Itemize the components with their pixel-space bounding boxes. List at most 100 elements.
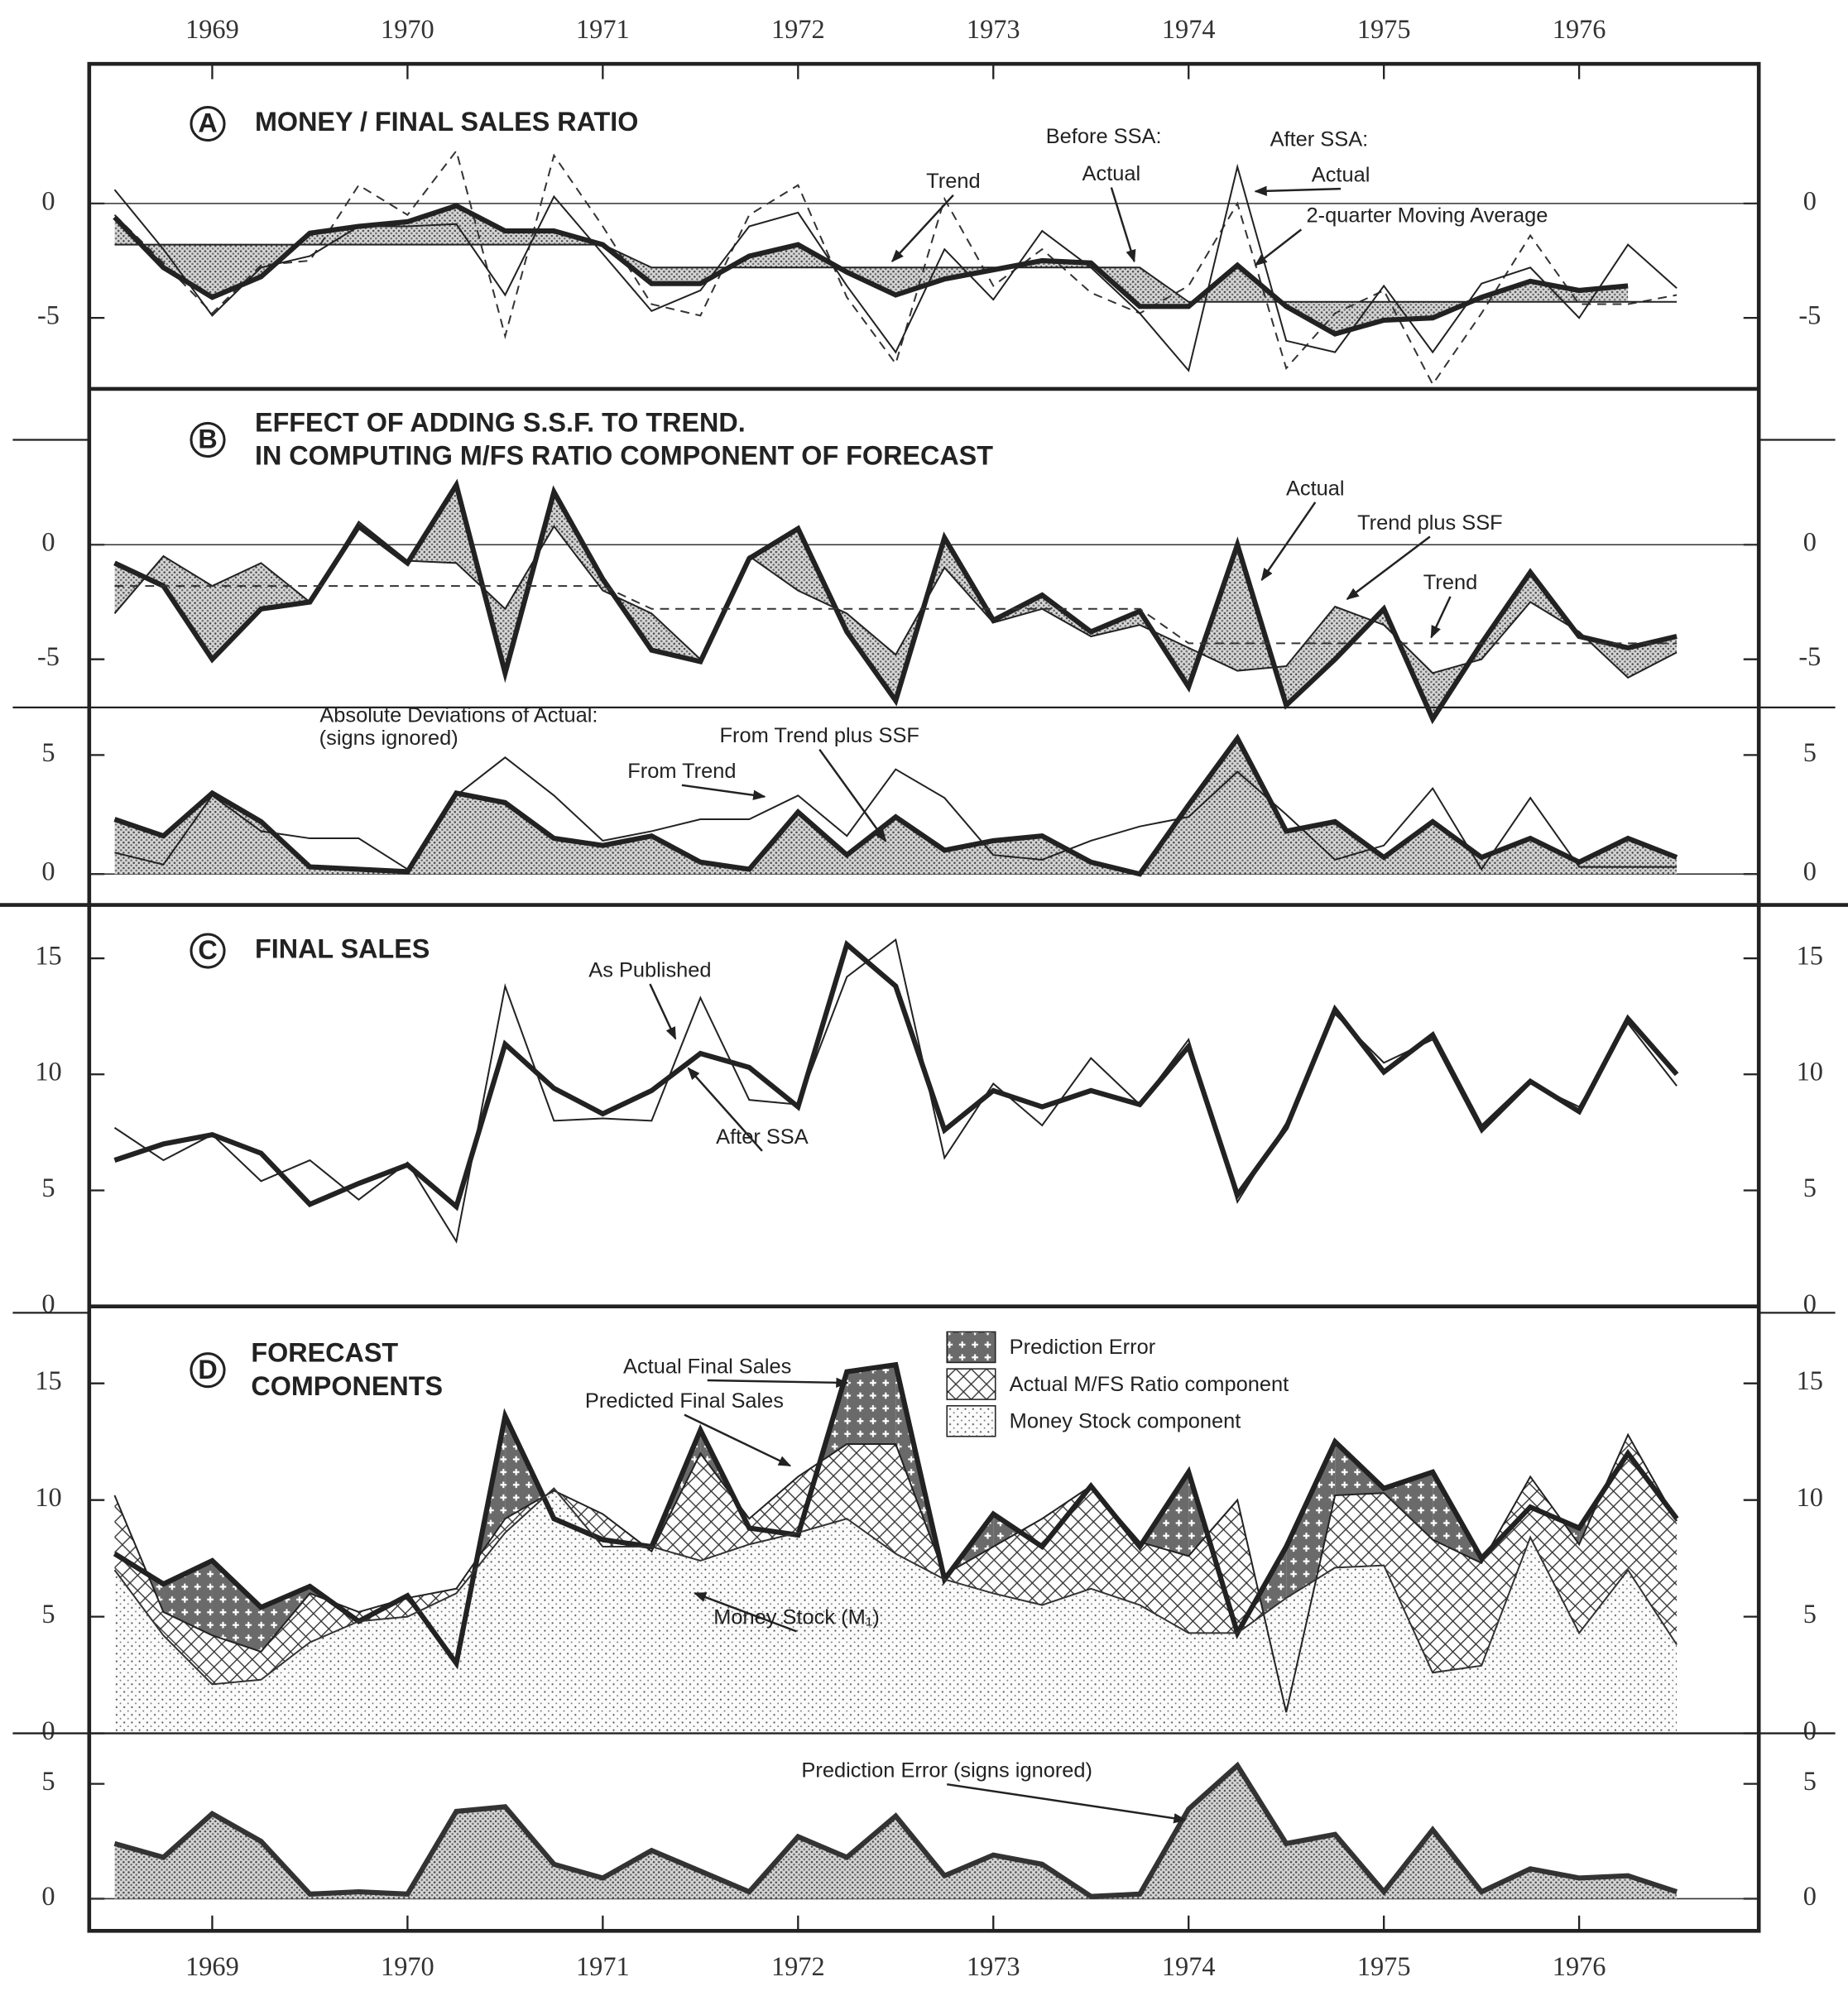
shaded-area bbox=[1091, 861, 1140, 875]
shaded-area bbox=[1481, 1476, 1531, 1666]
panel-subtitle: IN COMPUTING M/FS RATIO COMPONENT OF FOR… bbox=[255, 441, 993, 471]
arrow bbox=[681, 784, 766, 800]
shaded-area bbox=[895, 1553, 945, 1734]
panel-letter: D bbox=[198, 1355, 217, 1384]
y-tick-label: 5 bbox=[41, 737, 55, 767]
y-tick-label: 10 bbox=[35, 1482, 61, 1512]
shaded-area bbox=[602, 1547, 652, 1734]
shaded-area bbox=[114, 1570, 164, 1734]
x-tick-label: 1975 bbox=[1357, 14, 1411, 44]
shaded-area bbox=[554, 1864, 603, 1899]
shaded-area bbox=[1188, 1633, 1238, 1734]
shaded-area bbox=[1042, 836, 1092, 875]
x-tick-label: 1972 bbox=[771, 14, 825, 44]
shaded-area bbox=[1188, 738, 1238, 875]
x-tick-label: 1974 bbox=[1162, 1951, 1216, 1981]
shaded-area bbox=[1579, 1434, 1629, 1634]
shaded-area bbox=[847, 1365, 896, 1445]
y-tick-label-right: 0 bbox=[1803, 856, 1817, 886]
shaded-area bbox=[798, 1444, 847, 1533]
y-tick-label: 5 bbox=[41, 1173, 55, 1202]
shaded-area bbox=[1140, 1542, 1189, 1634]
x-tick-label: 1970 bbox=[381, 14, 434, 44]
y-tick-label-right: 0 bbox=[1803, 185, 1817, 215]
panel-badge bbox=[190, 421, 226, 458]
series-line bbox=[113, 939, 1679, 1212]
shaded-area bbox=[798, 812, 847, 875]
y-tick-label-right: -5 bbox=[1798, 641, 1821, 671]
shaded-area bbox=[1384, 1471, 1433, 1540]
shaded-area bbox=[993, 836, 1043, 875]
panel-title: EFFECT OF ADDING S.S.F. TO TREND. bbox=[255, 408, 746, 438]
y-tick-label-right: 10 bbox=[1797, 1482, 1823, 1512]
shaded-area bbox=[993, 1593, 1043, 1734]
shaded-area bbox=[1628, 1434, 1678, 1645]
x-tick-label: 1971 bbox=[576, 14, 630, 44]
shaded-area bbox=[651, 1547, 701, 1734]
series-label: Actual bbox=[1082, 162, 1141, 185]
arrow bbox=[707, 1377, 849, 1388]
shaded-area bbox=[1286, 1567, 1336, 1734]
shaded-area bbox=[1433, 1665, 1482, 1734]
shaded-area bbox=[1628, 1570, 1678, 1734]
shaded-area bbox=[798, 1519, 847, 1734]
shaded-area bbox=[651, 1453, 701, 1561]
shaded-area bbox=[1579, 1570, 1629, 1734]
shaded-area bbox=[1530, 1476, 1580, 1634]
shaded-area bbox=[1530, 1537, 1580, 1734]
x-tick-label: 1973 bbox=[967, 14, 1020, 44]
shaded-area bbox=[163, 1635, 213, 1734]
series-label: Trend plus SSF bbox=[1357, 511, 1503, 535]
panel-letter: B bbox=[198, 425, 217, 454]
y-tick-label-right: 15 bbox=[1797, 940, 1823, 970]
arrow bbox=[687, 1067, 763, 1152]
x-tick-label: 1976 bbox=[1553, 1951, 1606, 1981]
arrow bbox=[684, 1413, 792, 1467]
arrow bbox=[818, 748, 887, 842]
shaded-area bbox=[1286, 821, 1336, 875]
shaded-area bbox=[749, 528, 799, 591]
shaded-area bbox=[505, 1806, 554, 1899]
shaded-area bbox=[163, 244, 213, 298]
y-tick-label-right: 0 bbox=[1803, 1715, 1817, 1745]
frame bbox=[0, 61, 1848, 1933]
series-line bbox=[113, 1361, 1679, 1670]
arrow bbox=[1254, 228, 1303, 266]
shaded-area bbox=[163, 556, 213, 660]
shaded-area bbox=[310, 1593, 359, 1643]
series-label: As Published bbox=[588, 958, 711, 981]
y-tick-label-right: 5 bbox=[1803, 737, 1817, 767]
shaded-area bbox=[895, 1816, 945, 1899]
panel-subtitle: COMPONENTS bbox=[251, 1371, 443, 1401]
panel: -5 -5 0 0 1969 1970 1971 1972 1973 1974 1975 1976 Ac… bbox=[37, 14, 1821, 386]
shaded-area bbox=[358, 1616, 408, 1734]
y-tick-label-right: 5 bbox=[1803, 1766, 1817, 1796]
legend-label: Prediction Error bbox=[1010, 1336, 1156, 1359]
shaded-area bbox=[651, 836, 701, 875]
shaded-area bbox=[212, 563, 262, 660]
plot-area: -5 -5 0 0 1969 1970 1971 1972 1973 1974 1975 1976 Ac… bbox=[35, 14, 1823, 1981]
panel-title: MONEY / FINAL SALES RATIO bbox=[255, 107, 638, 137]
shaded-area bbox=[1628, 838, 1678, 875]
series-label: Prediction Error (signs ignored) bbox=[801, 1758, 1092, 1782]
shaded-area bbox=[310, 226, 359, 245]
shaded-area bbox=[847, 1444, 896, 1554]
shaded-area bbox=[456, 205, 506, 245]
series-label: From Trend plus SSF bbox=[720, 724, 919, 747]
arrow bbox=[693, 1592, 797, 1633]
series-line bbox=[113, 203, 1629, 337]
y-tick-label-right: 15 bbox=[1797, 1365, 1823, 1395]
arrow bbox=[1346, 535, 1431, 600]
shaded-area bbox=[261, 1642, 310, 1734]
shaded-area bbox=[1237, 1598, 1287, 1734]
y-tick-label: 15 bbox=[35, 1365, 61, 1395]
y-tick-label: 0 bbox=[41, 1288, 55, 1318]
panel-letter: A bbox=[198, 108, 217, 138]
shaded-area bbox=[310, 1621, 359, 1734]
x-tick-label: 1973 bbox=[967, 1951, 1020, 1981]
shaded-area bbox=[114, 1843, 164, 1899]
series-label: Actual bbox=[1286, 477, 1345, 500]
shaded-area bbox=[847, 613, 896, 701]
